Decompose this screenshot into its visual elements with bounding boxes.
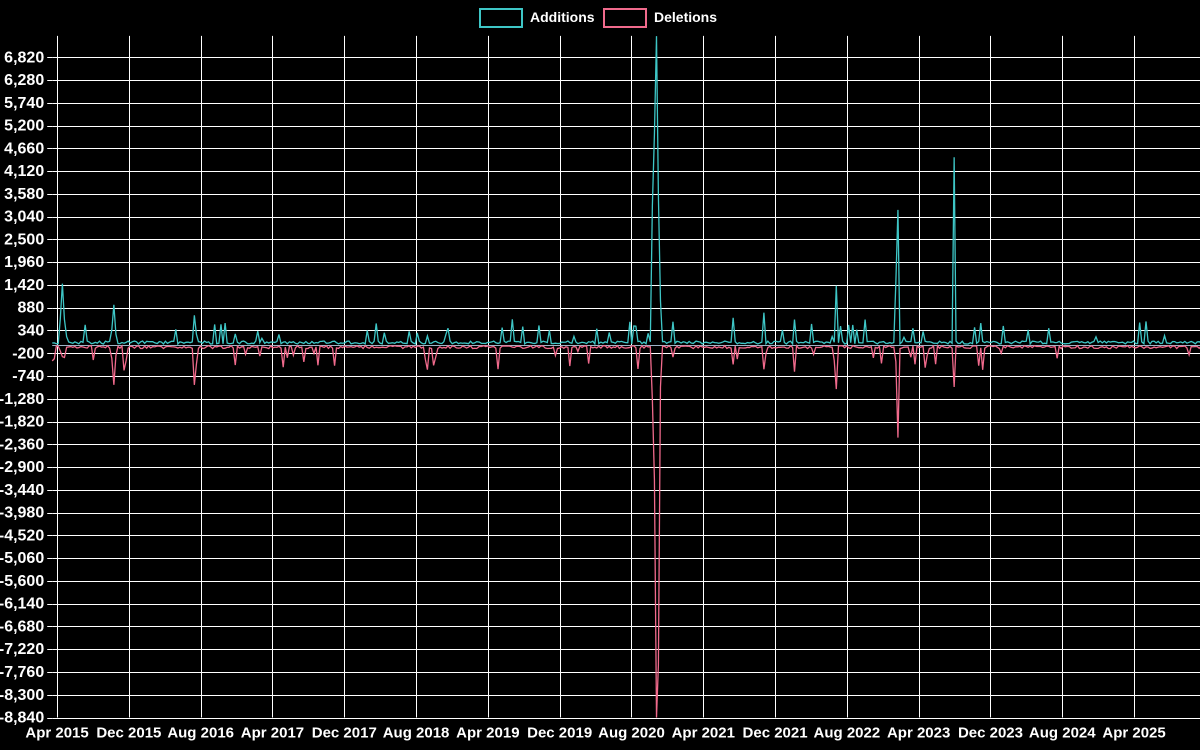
svg-text:Apr 2015: Apr 2015 (25, 725, 88, 742)
svg-text:-740: -740 (12, 368, 44, 385)
svg-text:Additions: Additions (530, 9, 595, 25)
svg-text:3,040: 3,040 (4, 209, 44, 226)
svg-text:-2,900: -2,900 (0, 459, 44, 476)
svg-text:Aug 2024: Aug 2024 (1029, 725, 1096, 742)
svg-text:-2,360: -2,360 (0, 436, 44, 453)
svg-text:-7,220: -7,220 (0, 641, 44, 658)
svg-text:1,420: 1,420 (4, 277, 44, 294)
svg-text:-5,600: -5,600 (0, 573, 44, 590)
svg-text:-200: -200 (12, 345, 44, 362)
svg-text:-6,680: -6,680 (0, 618, 44, 635)
svg-text:Dec 2021: Dec 2021 (743, 725, 808, 742)
svg-text:Apr 2025: Apr 2025 (1102, 725, 1165, 742)
svg-text:Aug 2018: Aug 2018 (383, 725, 450, 742)
svg-text:-3,980: -3,980 (0, 505, 44, 522)
svg-text:3,580: 3,580 (4, 186, 44, 203)
svg-text:880: 880 (18, 300, 45, 317)
svg-text:5,740: 5,740 (4, 95, 44, 112)
svg-text:Apr 2019: Apr 2019 (456, 725, 519, 742)
svg-text:-1,820: -1,820 (0, 414, 44, 431)
svg-text:-4,520: -4,520 (0, 527, 44, 544)
svg-text:Dec 2023: Dec 2023 (958, 725, 1023, 742)
svg-text:-6,140: -6,140 (0, 596, 44, 613)
svg-text:-8,300: -8,300 (0, 687, 44, 704)
svg-text:Dec 2017: Dec 2017 (312, 725, 377, 742)
svg-text:-3,440: -3,440 (0, 482, 44, 499)
svg-text:6,280: 6,280 (4, 72, 44, 89)
svg-text:Dec 2015: Dec 2015 (96, 725, 161, 742)
svg-text:2,500: 2,500 (4, 231, 44, 248)
svg-text:Apr 2017: Apr 2017 (241, 725, 304, 742)
svg-text:-7,760: -7,760 (0, 664, 44, 681)
svg-text:6,820: 6,820 (4, 49, 44, 66)
svg-text:4,660: 4,660 (4, 140, 44, 157)
svg-text:Apr 2023: Apr 2023 (887, 725, 950, 742)
svg-text:Aug 2022: Aug 2022 (814, 725, 881, 742)
svg-text:Dec 2019: Dec 2019 (527, 725, 592, 742)
svg-text:1,960: 1,960 (4, 254, 44, 271)
svg-text:340: 340 (18, 322, 45, 339)
svg-text:4,120: 4,120 (4, 163, 44, 180)
svg-text:Deletions: Deletions (654, 9, 717, 25)
svg-text:-5,060: -5,060 (0, 550, 44, 567)
svg-text:5,200: 5,200 (4, 118, 44, 135)
svg-text:Apr 2021: Apr 2021 (672, 725, 735, 742)
svg-text:-1,280: -1,280 (0, 391, 44, 408)
svg-text:Aug 2016: Aug 2016 (167, 725, 234, 742)
svg-text:Aug 2020: Aug 2020 (598, 725, 665, 742)
